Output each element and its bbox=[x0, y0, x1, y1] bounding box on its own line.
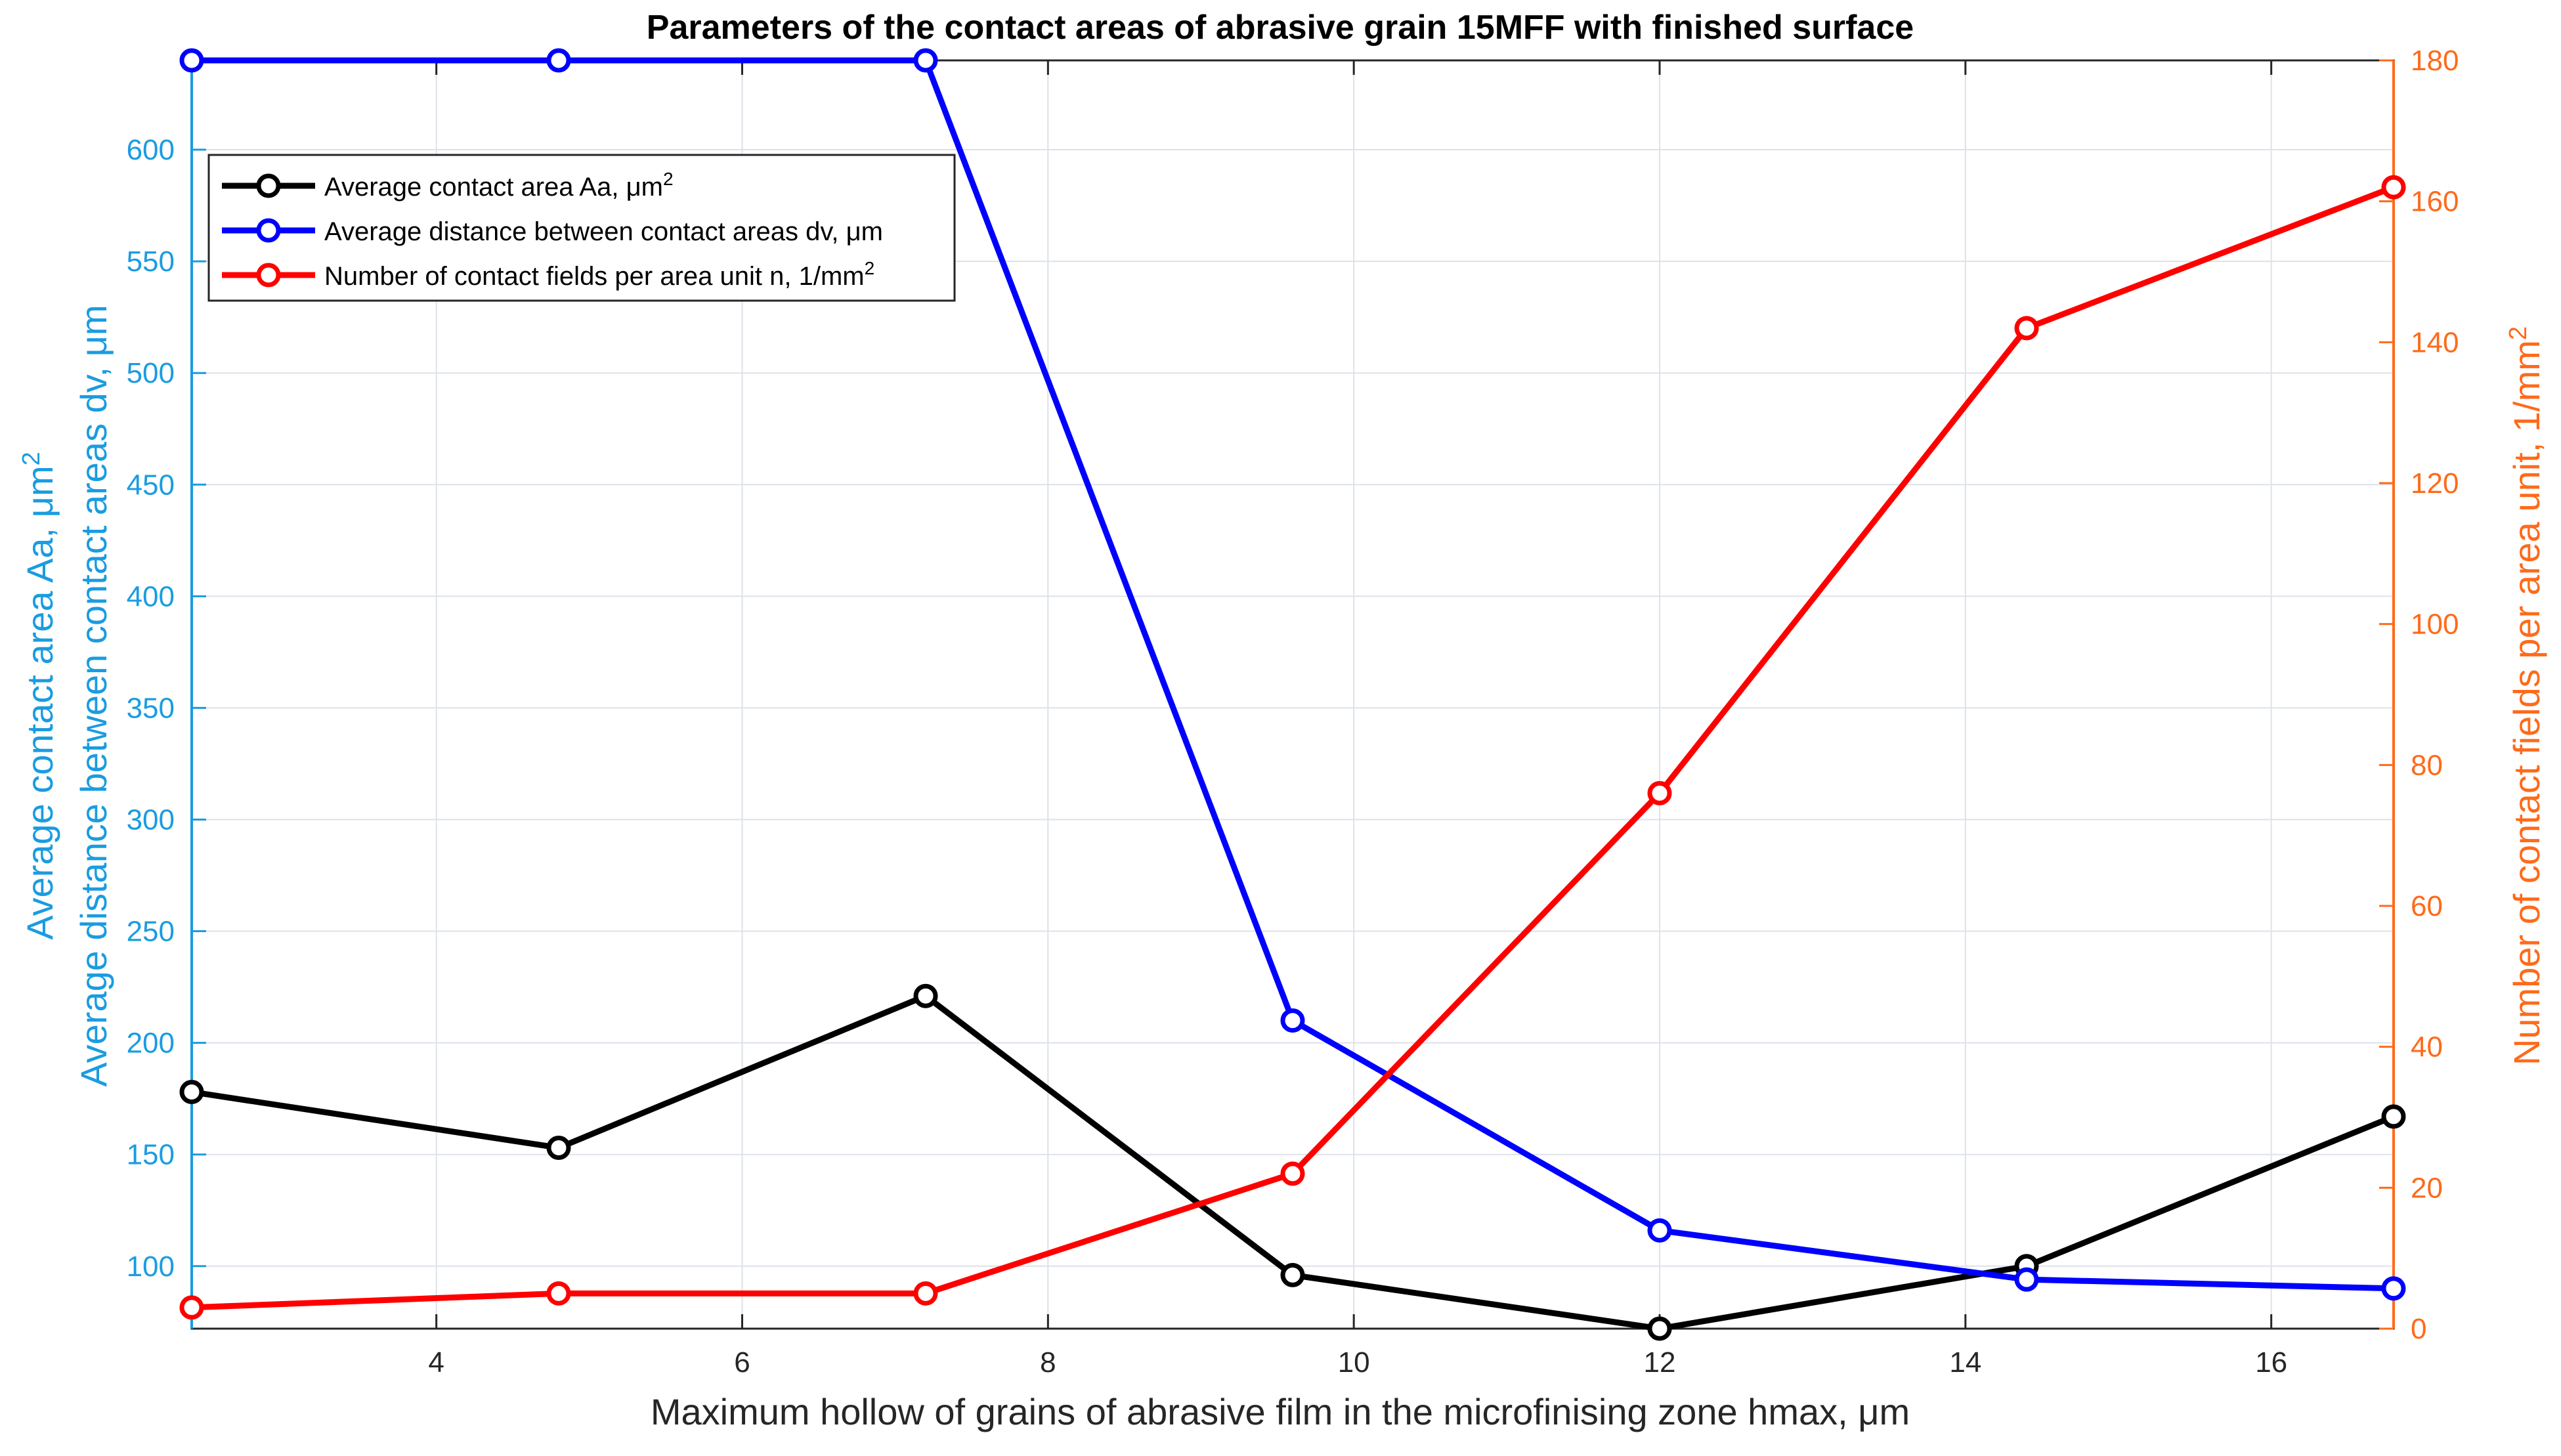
data-point bbox=[546, 48, 571, 73]
data-point bbox=[1280, 1161, 1305, 1186]
y-right-tick-label: 40 bbox=[2411, 1031, 2443, 1063]
data-point bbox=[913, 48, 938, 73]
data-point bbox=[1280, 1008, 1305, 1033]
y-left-tick-label: 100 bbox=[127, 1251, 175, 1283]
data-point bbox=[1280, 1262, 1305, 1287]
x-tick-label: 16 bbox=[2255, 1346, 2287, 1379]
y-left-tick-label: 600 bbox=[127, 134, 175, 166]
y-right-tick-label: 120 bbox=[2411, 467, 2459, 500]
data-point bbox=[913, 1281, 938, 1306]
data-point bbox=[2014, 316, 2039, 341]
legend-label: Average contact area Aa, μm2 bbox=[324, 169, 674, 202]
data-point bbox=[2381, 1276, 2406, 1301]
legend-item-2: Average distance between contact areas d… bbox=[222, 217, 883, 246]
y-right-tick-label: 20 bbox=[2411, 1172, 2443, 1204]
y-left-tick-label: 500 bbox=[127, 357, 175, 389]
data-point bbox=[913, 983, 938, 1008]
x-tick-label: 10 bbox=[1338, 1346, 1370, 1379]
x-axis-label: Maximum hollow of grains of abrasive fil… bbox=[651, 1391, 1910, 1432]
y-left-axis-label-line2: Average distance between contact areas d… bbox=[73, 305, 114, 1086]
data-point bbox=[179, 1079, 204, 1104]
y-right-tick-label: 60 bbox=[2411, 890, 2443, 922]
series-1 bbox=[179, 983, 2406, 1341]
y-left-axis-label-line1-sup: 2 bbox=[18, 452, 45, 465]
series-2 bbox=[179, 48, 2406, 1301]
y-left-tick-label: 350 bbox=[127, 692, 175, 724]
axis-layer: 4 6 8 10 12 14 1610015020025030035040045050055… bbox=[127, 45, 2459, 1379]
y-left-tick-label: 400 bbox=[127, 580, 175, 612]
y-right-axis-label-sup: 2 bbox=[2505, 326, 2532, 340]
legend: Average contact area Aa, μm2 Average dist… bbox=[207, 154, 956, 302]
y-right-tick-label: 0 bbox=[2411, 1313, 2426, 1345]
y-right-axis-label: Number of contact fields per area unit, … bbox=[2505, 326, 2547, 1065]
series-3 bbox=[179, 175, 2406, 1320]
data-point bbox=[1647, 1218, 1672, 1243]
data-point bbox=[2381, 175, 2406, 200]
chart-title: Parameters of the contact areas of abras… bbox=[647, 9, 1914, 47]
y-left-tick-label: 550 bbox=[127, 246, 175, 278]
legend-label: Average distance between contact areas d… bbox=[324, 217, 883, 246]
y-left-tick-label: 200 bbox=[127, 1027, 175, 1060]
x-tick-label: 4 bbox=[428, 1346, 444, 1379]
x-tick-label: 14 bbox=[1949, 1346, 1981, 1379]
y-left-tick-label: 250 bbox=[127, 916, 175, 948]
data-point bbox=[179, 1295, 204, 1320]
y-right-tick-label: 80 bbox=[2411, 749, 2443, 781]
data-point bbox=[1647, 781, 1672, 805]
data-point bbox=[179, 48, 204, 73]
legend-swatch-marker bbox=[256, 173, 281, 198]
legend-label: Number of contact fields per area unit n… bbox=[324, 258, 874, 291]
y-left-tick-label: 300 bbox=[127, 803, 175, 836]
y-right-tick-label: 180 bbox=[2411, 45, 2459, 77]
y-left-tick-label: 150 bbox=[127, 1139, 175, 1171]
y-left-tick-label: 450 bbox=[127, 469, 175, 501]
y-left-axis-label-line1: Average contact area Aa, μm2 bbox=[18, 452, 60, 939]
legend-swatch-marker bbox=[256, 218, 281, 243]
series-layer bbox=[179, 48, 2406, 1341]
y-right-tick-label: 140 bbox=[2411, 326, 2459, 358]
data-point bbox=[2014, 1267, 2039, 1292]
x-tick-label: 6 bbox=[734, 1346, 750, 1379]
y-right-tick-label: 160 bbox=[2411, 186, 2459, 218]
legend-box bbox=[207, 154, 956, 302]
legend-item-1: Average contact area Aa, μm2 bbox=[222, 169, 674, 202]
legend-swatch-marker bbox=[256, 263, 281, 288]
data-point bbox=[546, 1135, 571, 1160]
data-point bbox=[546, 1281, 571, 1306]
x-tick-label: 8 bbox=[1040, 1346, 1056, 1379]
data-point bbox=[2381, 1104, 2406, 1129]
legend-item-3: Number of contact fields per area unit n… bbox=[222, 258, 874, 291]
y-right-tick-label: 100 bbox=[2411, 609, 2459, 641]
x-tick-label: 12 bbox=[1644, 1346, 1676, 1379]
data-point bbox=[1647, 1316, 1672, 1341]
